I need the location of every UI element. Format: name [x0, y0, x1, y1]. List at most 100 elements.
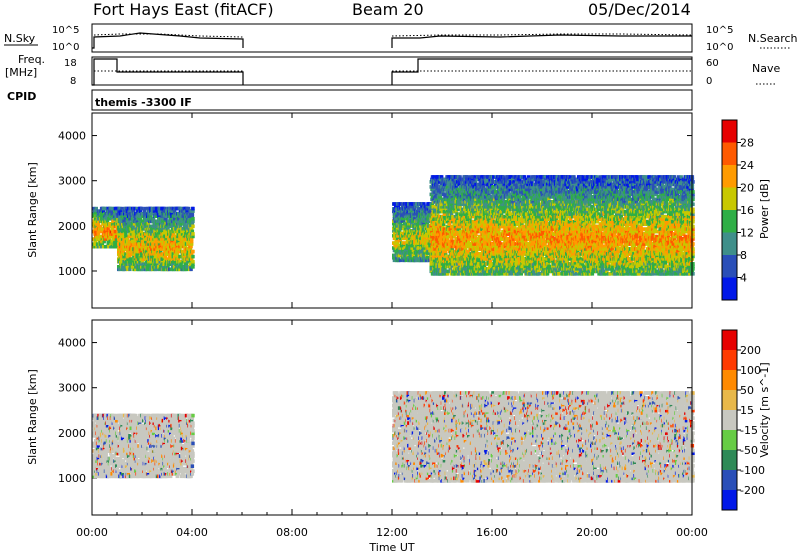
power-cell: [107, 217, 111, 221]
power-cell: [179, 206, 183, 211]
power-cell: [420, 209, 424, 214]
power-cell: [432, 177, 436, 182]
power-cell: [459, 187, 464, 192]
power-cell: [164, 214, 168, 218]
power-cell: [429, 224, 433, 229]
power-cell: [409, 241, 414, 245]
power-cell: [167, 224, 172, 229]
power-cell: [467, 197, 472, 202]
power-cell: [441, 190, 445, 194]
power-cell: [477, 185, 481, 189]
nsky-trace-1: [92, 32, 244, 49]
power-cell: [393, 226, 397, 231]
power-cell: [110, 211, 114, 216]
power-cell: [179, 214, 183, 218]
power-cell: [455, 180, 460, 184]
power-cell: [168, 257, 172, 261]
power-cell: [109, 242, 113, 246]
power-cell: [101, 209, 106, 213]
power-cell: [159, 254, 164, 259]
power-cell: [137, 242, 141, 246]
power-cell: [117, 249, 121, 254]
power-cell: [117, 224, 121, 229]
power-cell: [117, 222, 121, 226]
power-cell: [419, 226, 423, 231]
power-cell: [461, 217, 466, 221]
power-cell: [106, 239, 110, 244]
power-cell: [426, 248, 430, 253]
power-cell: [404, 226, 408, 231]
power-cell: [167, 262, 172, 266]
power-cell: [455, 264, 459, 269]
power-cell: [134, 216, 138, 221]
power-cell: [445, 217, 450, 221]
power-cell: [94, 211, 98, 216]
power-cell: [455, 217, 460, 221]
power-cell: [445, 229, 449, 234]
power-cell: [419, 229, 423, 233]
power-cell: [157, 247, 161, 251]
power-cell: [452, 180, 456, 184]
power-cell: [463, 207, 467, 212]
power-cell: [110, 206, 114, 211]
power-cell: [465, 219, 469, 224]
power-cell: [150, 206, 154, 211]
power-cell: [115, 234, 119, 239]
power-cell: [415, 204, 420, 209]
power-cell: [474, 227, 478, 231]
power-cell: [117, 267, 122, 272]
power-cell: [435, 254, 439, 259]
power-cell: [105, 229, 109, 234]
power-cell: [449, 200, 454, 204]
power-cell: [408, 224, 412, 228]
power-cell: [185, 227, 189, 231]
power-cell: [478, 200, 482, 204]
power-cell: [435, 182, 439, 187]
power-cell: [112, 219, 116, 224]
power-cell: [185, 209, 189, 213]
power-cell: [180, 237, 185, 241]
power-cell: [451, 262, 455, 266]
power-cell: [405, 246, 410, 250]
power-cell: [438, 257, 443, 261]
power-cell: [432, 212, 437, 216]
power-cell: [178, 247, 182, 251]
power-cell: [147, 259, 151, 264]
power-cell: [122, 214, 127, 218]
power-cell: [428, 209, 433, 214]
power-cell: [138, 216, 143, 221]
date-title: 05/Dec/2014: [588, 0, 691, 19]
power-cell: [111, 217, 115, 221]
power-cell: [136, 252, 140, 256]
power-cell: [171, 244, 175, 249]
power-ytick-label: 4000: [58, 130, 86, 143]
power-cell: [436, 217, 441, 221]
power-cell: [461, 237, 466, 241]
power-cell: [442, 242, 446, 246]
power-cell: [452, 227, 456, 231]
power-cell: [477, 205, 481, 209]
power-cell: [464, 269, 468, 274]
power-cell: [111, 222, 115, 226]
power-cell: [463, 187, 467, 192]
power-cell: [132, 216, 136, 221]
power-cell: [191, 249, 195, 254]
power-cell: [180, 219, 185, 224]
power-cell: [161, 257, 166, 261]
power-cell: [175, 244, 179, 249]
power-cell: [107, 244, 111, 249]
power-cell: [397, 219, 402, 223]
power-cell: [95, 237, 99, 241]
power-cell: [103, 244, 108, 249]
power-cell: [186, 222, 191, 226]
power-cell: [421, 221, 425, 226]
power-cell: [190, 211, 195, 216]
power-cell: [463, 254, 467, 259]
power-cell: [399, 207, 404, 211]
power-cell: [396, 204, 400, 209]
power-cell: [180, 232, 185, 236]
power-cell: [413, 231, 418, 236]
power-cell: [438, 264, 442, 269]
power-cell: [473, 234, 477, 239]
power-cell: [463, 202, 468, 207]
